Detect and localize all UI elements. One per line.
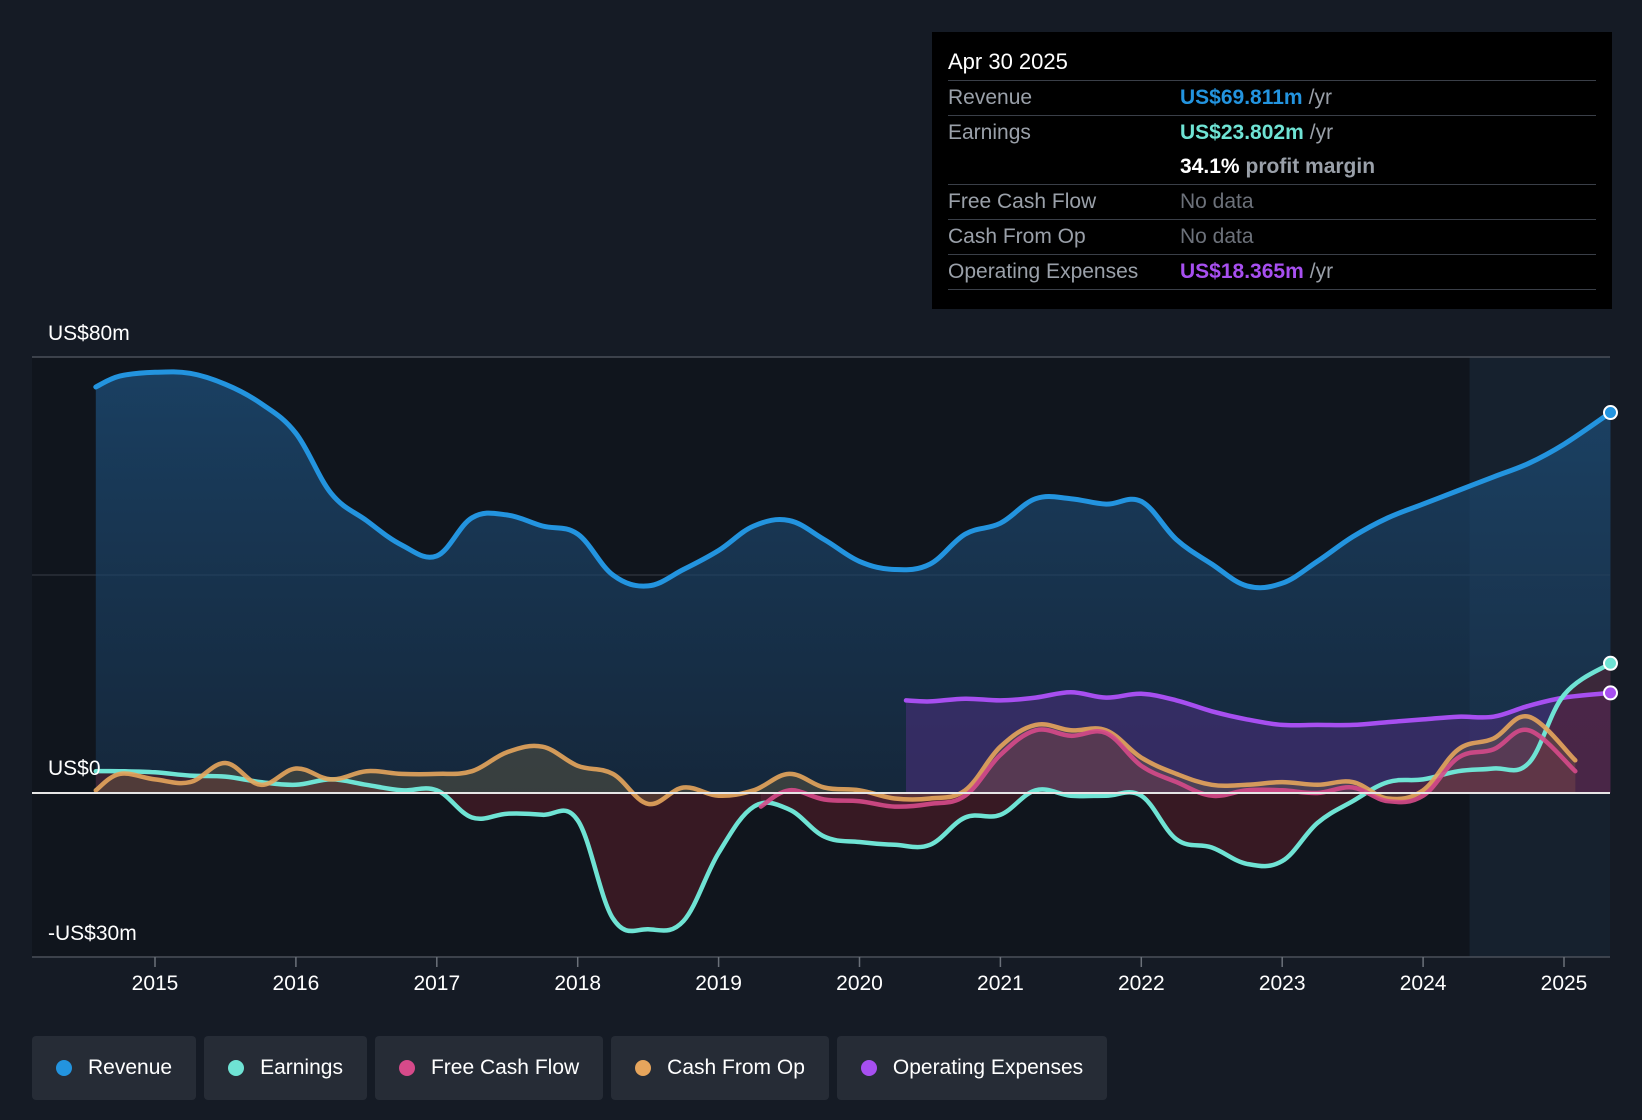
legend: Revenue Earnings Free Cash Flow Cash Fro… [32,1036,1108,1100]
end-dot-revenue [1602,405,1618,421]
tooltip-row-cfo: Cash From Op No data [948,220,1596,255]
tooltip-row-margin: 34.1% profit margin [948,150,1596,185]
tooltip-row-fcf: Free Cash Flow No data [948,185,1596,220]
tooltip-fcf-value: No data [1180,190,1254,213]
end-dot-operating-expenses [1602,685,1618,701]
x-tick-label-2023: 2023 [1259,972,1306,995]
legend-fcf-dot-icon [398,1060,415,1076]
tooltip-date: Apr 30 2025 [948,46,1596,81]
tooltip-opex-unit: /yr [1309,260,1334,283]
x-tick-label-2016: 2016 [273,972,320,995]
tooltip-row-opex: Operating Expenses US$18.365m /yr [948,255,1596,290]
x-tick-label-2019: 2019 [695,972,742,995]
y-label-zero: US$0 [48,757,101,780]
legend-operating-expenses[interactable]: Operating Expenses [836,1036,1108,1100]
legend-opex-dot-icon [860,1060,877,1076]
end-dot-earnings [1602,655,1618,671]
legend-earnings-dot-icon [228,1060,245,1076]
legend-earnings-label: Earnings [260,1056,343,1079]
tooltip-cfo-label: Cash From Op [948,225,1086,248]
area-cash-from-op [95,716,1576,805]
legend-revenue-label: Revenue [88,1056,173,1079]
y-label-bottom: -US$30m [48,922,137,945]
tooltip-margin-value: 34.1% [1180,155,1240,178]
legend-cfo-dot-icon [635,1060,652,1076]
x-tick-label-2022: 2022 [1118,972,1165,995]
line-revenue [93,369,1613,591]
legend-free-cash-flow[interactable]: Free Cash Flow [374,1036,604,1100]
legend-cfo-label: Cash From Op [667,1056,805,1079]
x-tick-label-2018: 2018 [554,972,601,995]
tooltip-row-revenue: Revenue US$69.811m /yr [948,81,1596,116]
area-revenue [95,371,1611,793]
tooltip-margin-text: profit margin [1245,155,1376,178]
tooltip-revenue-label: Revenue [948,86,1033,109]
tooltip-earnings-value: US$23.802m [1180,121,1304,144]
line-cash-from-op [93,714,1578,807]
tooltip-panel: Apr 30 2025 Revenue US$69.811m /yr Earni… [932,32,1612,309]
tooltip-row-earnings: Earnings US$23.802m /yr [948,116,1596,150]
area-earnings [95,663,1611,932]
tooltip-cfo-value: No data [1180,225,1254,248]
x-tick-label-2020: 2020 [836,972,883,995]
y-label-top: US$80m [48,322,130,345]
legend-earnings[interactable]: Earnings [204,1036,367,1100]
tooltip-opex-label: Operating Expenses [948,260,1139,283]
legend-fcf-label: Free Cash Flow [430,1056,580,1079]
tooltip-revenue-value: US$69.811m [1180,86,1303,109]
legend-revenue[interactable]: Revenue [32,1036,197,1100]
tooltip-earnings-label: Earnings [948,121,1031,144]
legend-revenue-dot-icon [56,1060,72,1076]
legend-opex-label: Operating Expenses [892,1056,1084,1079]
tooltip-revenue-unit: /yr [1308,86,1332,109]
line-free-cash-flow [758,727,1578,809]
tooltip-fcf-label: Free Cash Flow [948,190,1097,213]
x-tick-label-2021: 2021 [977,972,1024,995]
line-operating-expenses [903,689,1613,728]
tooltip-earnings-unit: /yr [1309,121,1334,144]
x-tick-label-2025: 2025 [1541,972,1588,995]
x-tick-label-2017: 2017 [413,972,460,995]
x-tick-label-2015: 2015 [132,972,179,995]
legend-cash-from-op[interactable]: Cash From Op [611,1036,829,1100]
tooltip-opex-value: US$18.365m [1180,260,1304,283]
area-operating-expenses [906,692,1611,793]
x-tick-label-2024: 2024 [1400,972,1447,995]
chart: 2015 2016 2017 2018 2019 2020 2021 2022 2023 2024… [32,322,1618,995]
